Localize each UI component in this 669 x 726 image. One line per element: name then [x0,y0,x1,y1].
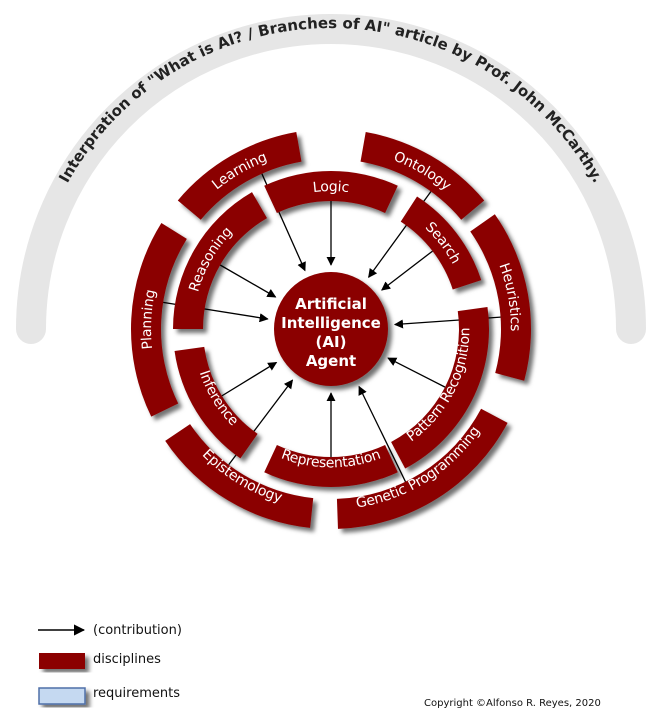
legend-disciplines-label: disciplines [93,652,161,667]
outer-ring-segment-planning [131,223,187,417]
inner-arrow-search [381,250,433,291]
inner-ring-segment-inference [174,346,258,459]
legend-requirement-swatch [38,687,86,705]
center-line-2: Intelligence [281,314,381,332]
center-line-4: Agent [306,352,356,370]
inner-arrow-pattern-recognition [387,357,446,388]
copyright-notice: Copyright ©Alfonso R. Reyes, 2020 [424,698,601,709]
legend-discipline-swatch [39,653,85,669]
outer-ring-segment-ontology [360,132,485,220]
outer-ring-label-planning: Planning [139,288,159,350]
inner-ring-segment-reasoning [173,192,267,329]
inner-arrow-inference [221,361,278,397]
center-line-3: (AI) [316,333,347,351]
outer-ring-segment-learning [177,132,302,220]
inner-ring-segment-representation [264,445,398,488]
inner-ring-segment-pattern-recognition [391,307,489,469]
inner-ring-label-logic: Logic [312,179,350,196]
inner-ring-segment-logic [264,171,398,213]
outer-ring-segment-genetic-programming [336,408,508,529]
inner-ring-segment-search [400,196,482,290]
legend-contribution-label: (contribution) [93,623,182,638]
ai-agent-node [274,272,388,386]
center-line-1: Artificial [295,295,367,313]
outer-ring-segment-heuristics [470,214,531,381]
outer-ring-segment-epistemology [165,424,314,528]
title-arc [16,14,646,344]
legend: (contribution) disciplines requirements [38,623,182,705]
inner-arrow-reasoning [219,264,277,298]
outer-arrow-genetic-programming [358,385,407,483]
legend-requirements-label: requirements [93,686,180,701]
